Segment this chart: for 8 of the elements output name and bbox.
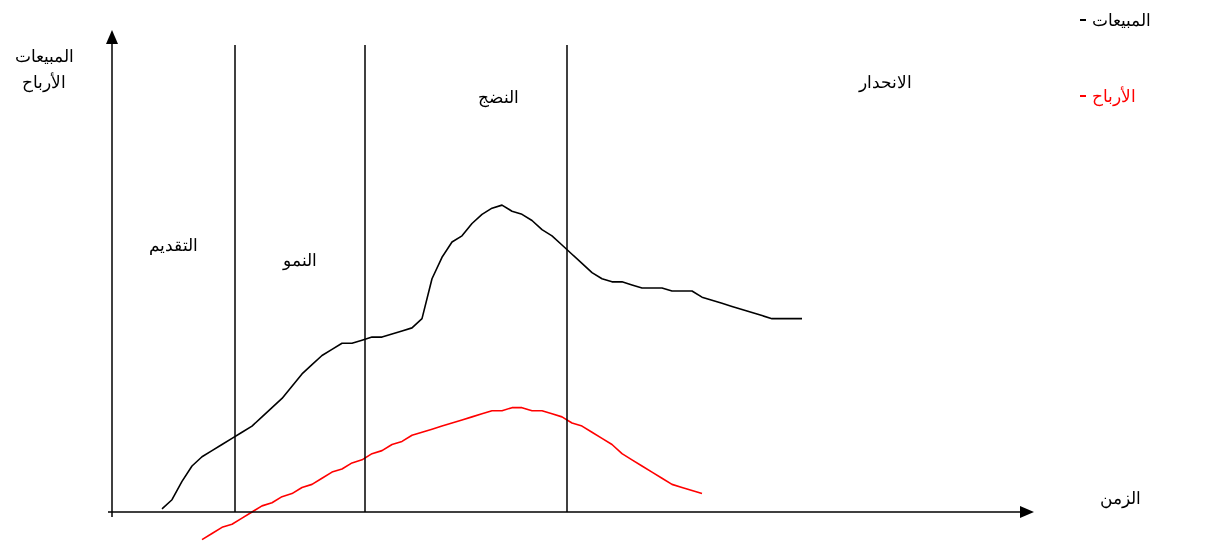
legend-label: الأرباح — [1092, 85, 1136, 107]
legend-label: المبيعات — [1092, 9, 1151, 31]
annotation: النمو — [281, 250, 318, 273]
text: الانحدار — [857, 72, 913, 94]
annotation: التقديم — [147, 235, 199, 257]
x-axis-title: الزمن — [1100, 488, 1141, 509]
text: النضج — [476, 87, 520, 110]
text: المبيعات الأرباح — [13, 46, 75, 95]
